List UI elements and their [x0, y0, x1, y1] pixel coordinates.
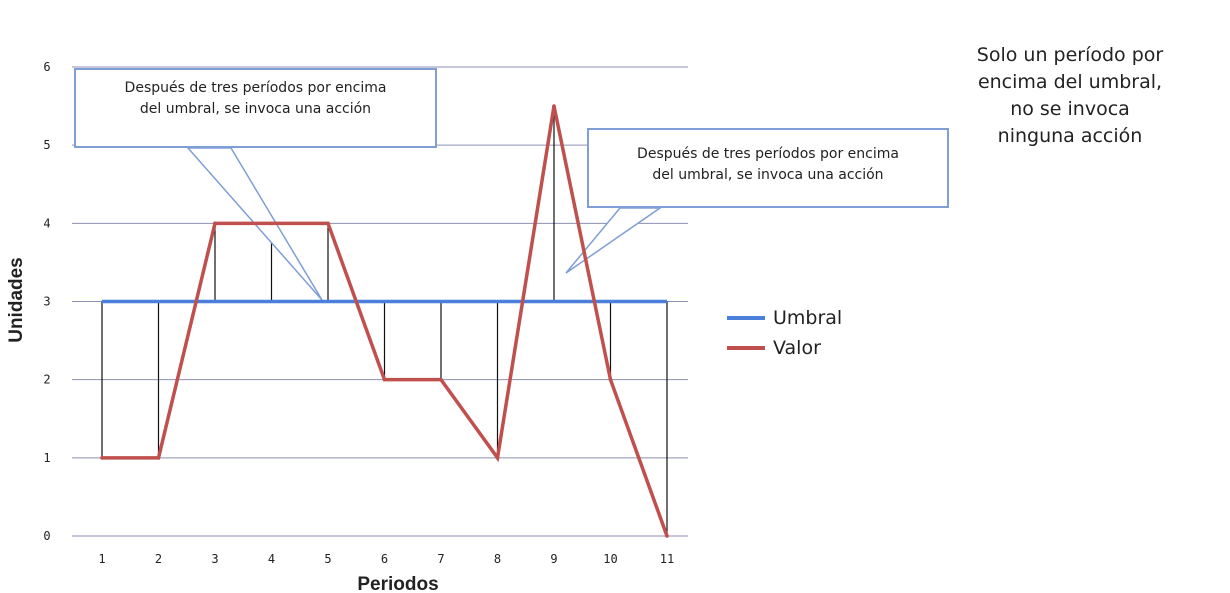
side-note: Solo un período por encima del umbral, n…: [950, 42, 1190, 150]
point-valor-6: [382, 377, 387, 382]
x-tick-labels: 1 2 3 4 5 6 7 8 9 10 11: [98, 552, 674, 566]
callout-box-1: Después de tres períodos por encima del …: [74, 68, 437, 148]
y-tick-0: 0: [43, 529, 50, 543]
callout-2-line-1: Después de tres períodos por encima: [637, 146, 899, 162]
y-tick-2: 2: [43, 373, 50, 387]
callout-box-2: Después de tres períodos por encima del …: [587, 128, 949, 208]
legend: Umbral Valor: [727, 303, 842, 363]
x-tick-7: 7: [437, 552, 444, 566]
point-valor-8: [495, 456, 500, 460]
side-note-line-2: encima del umbral,: [977, 71, 1163, 93]
y-tick-4: 4: [43, 216, 50, 230]
x-axis-title: Periodos: [357, 574, 438, 593]
x-tick-10: 10: [603, 552, 617, 566]
x-tick-8: 8: [494, 552, 501, 566]
side-note-line-4: ninguna acción: [997, 125, 1143, 147]
x-tick-3: 3: [211, 552, 218, 566]
point-valor-9: [552, 104, 556, 108]
x-tick-4: 4: [268, 552, 275, 566]
side-note-line-1: Solo un período por: [976, 44, 1164, 66]
x-tick-2: 2: [155, 552, 162, 566]
point-valor-10: [608, 377, 613, 382]
point-valor-3: [213, 221, 217, 226]
deviation-lines: [101, 106, 668, 536]
series-lines: [100, 104, 669, 538]
point-valor-2: [156, 456, 161, 460]
x-tick-6: 6: [381, 552, 388, 566]
y-tick-6: 6: [43, 60, 50, 74]
x-tick-1: 1: [98, 552, 105, 566]
point-valor-7: [439, 377, 443, 382]
callout-1-line-2: del umbral, se invoca una acción: [139, 101, 372, 117]
legend-item-threshold: Umbral: [727, 303, 842, 333]
legend-label-threshold: Umbral: [773, 307, 843, 329]
x-tick-9: 9: [550, 552, 557, 566]
x-tick-11: 11: [660, 552, 674, 566]
point-valor-11: [665, 534, 669, 538]
legend-swatch-value: [727, 346, 765, 350]
legend-label-value: Valor: [773, 337, 821, 359]
legend-swatch-threshold: [727, 316, 765, 320]
point-valor-5: [326, 221, 330, 226]
legend-item-value: Valor: [727, 333, 842, 363]
y-tick-3: 3: [43, 295, 50, 309]
callout-2-line-2: del umbral, se invoca una acción: [652, 167, 884, 183]
callout-pointer-2: [565, 207, 663, 274]
point-valor-4: [269, 221, 274, 226]
y-tick-labels: 0 1 2 3 4 5 6: [43, 60, 50, 543]
callout-1-line-1: Después de tres períodos por encima: [124, 80, 387, 96]
y-tick-5: 5: [43, 138, 50, 152]
side-note-line-3: no se invoca: [1010, 98, 1130, 120]
y-axis-title: Unidades: [6, 257, 27, 343]
x-tick-5: 5: [324, 552, 331, 566]
point-valor-1: [100, 456, 104, 460]
y-tick-1: 1: [43, 451, 50, 465]
